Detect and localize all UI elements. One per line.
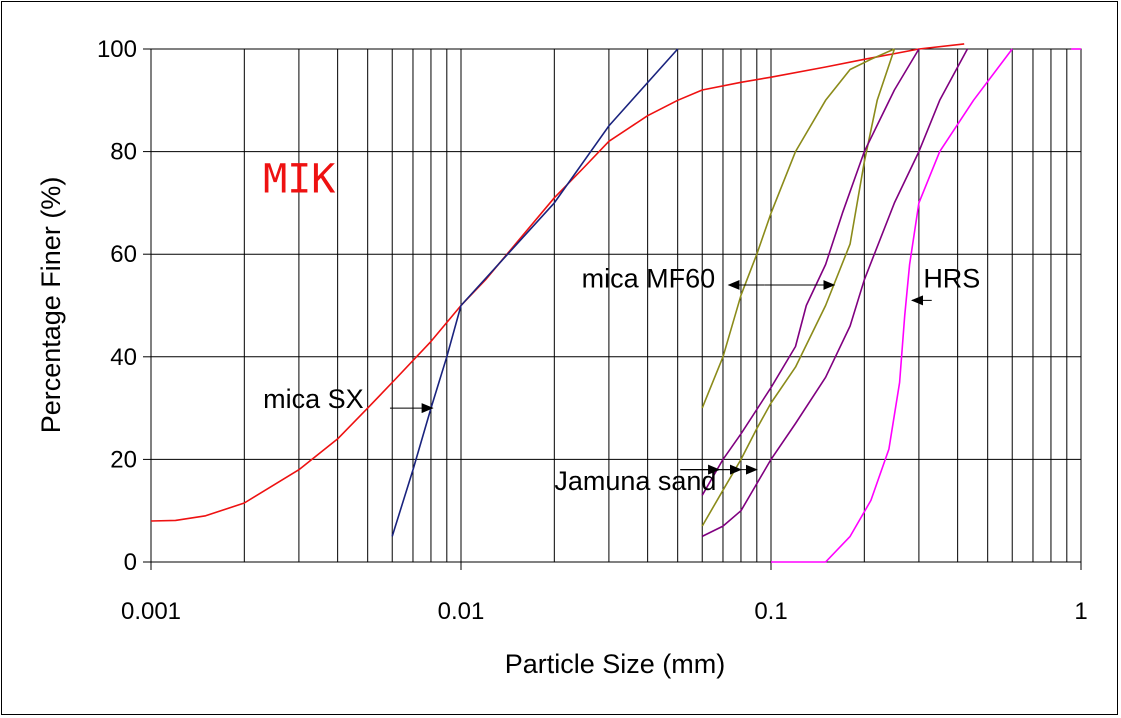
y-tick-label: 100 <box>97 36 137 63</box>
annotation-jamuna-sand: Jamuna sand <box>554 466 716 496</box>
series-line-mik <box>150 43 965 522</box>
annotation-mica-sx: mica SX <box>263 384 364 414</box>
annotation-mica-mf60: mica MF60 <box>582 264 716 294</box>
y-axis-label: Percentage Finer (%) <box>36 177 66 434</box>
x-axis-label: Particle Size (mm) <box>505 649 726 679</box>
y-tick-label: 20 <box>110 446 137 473</box>
x-tick-label: 0.001 <box>121 598 181 625</box>
y-tick-label: 40 <box>110 344 137 371</box>
y-tick-label: 0 <box>124 549 137 576</box>
x-tick-label: 1 <box>1074 598 1087 625</box>
tick-labels: 0 20 40 60 80 100 0.001 0.01 0.1 1 <box>97 36 1088 625</box>
x-tick-label: 0.1 <box>754 598 787 625</box>
series-line-unnamed-3 <box>701 48 896 527</box>
annotation-labels: MIK mica SX mica MF60 Jamuna sand HRS <box>263 157 980 497</box>
series-line-mica-sx <box>391 48 679 537</box>
y-tick-label: 80 <box>110 139 137 166</box>
series-line-mica-mf60 <box>701 48 895 409</box>
annotation-arrows <box>389 279 932 475</box>
series-layer <box>150 43 1081 563</box>
y-tick-label: 60 <box>110 241 137 268</box>
series-line-hrs <box>771 48 1013 563</box>
series-line-unnamed-4 <box>701 48 920 496</box>
grid-lines <box>143 48 1082 570</box>
annotation-mik: MIK <box>263 157 335 203</box>
x-tick-label: 0.01 <box>438 598 485 625</box>
annotation-hrs: HRS <box>923 264 980 294</box>
series-line-unnamed-5 <box>701 48 969 538</box>
